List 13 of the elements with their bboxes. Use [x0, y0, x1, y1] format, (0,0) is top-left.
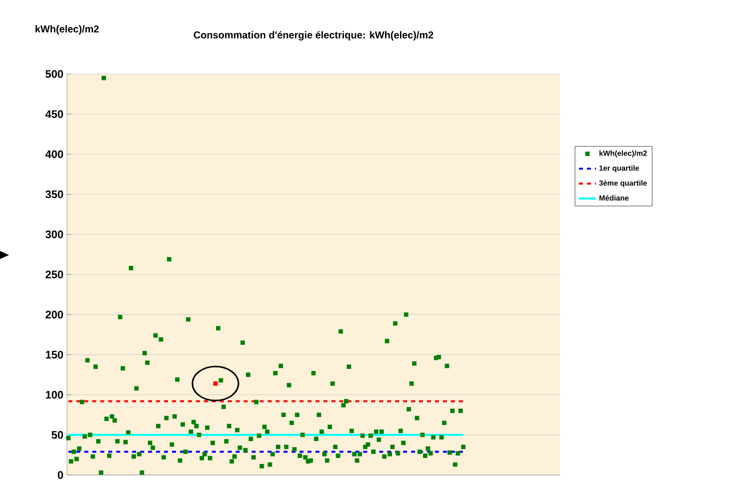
y-tick-label: 150: [46, 350, 64, 359]
y-tick-label: 300: [45, 230, 64, 238]
y-axis-title: kWh(elec)/m2: [36, 25, 99, 34]
y-tick-label: 350: [45, 190, 64, 198]
y-tick-label: 200: [46, 310, 64, 318]
chart-title: Consommation d'énergie électrique: kWh(elec)/m2: [194, 31, 434, 40]
y-tick-label: 400: [45, 150, 64, 158]
y-tick-label: 100: [46, 390, 64, 399]
y-tick-label: 250: [46, 270, 64, 278]
y-tick-label: 500: [46, 70, 64, 78]
y-tick-label: 50: [52, 431, 64, 439]
y-tick-label: 450: [45, 110, 64, 118]
y-tick-label: 0: [58, 471, 64, 479]
